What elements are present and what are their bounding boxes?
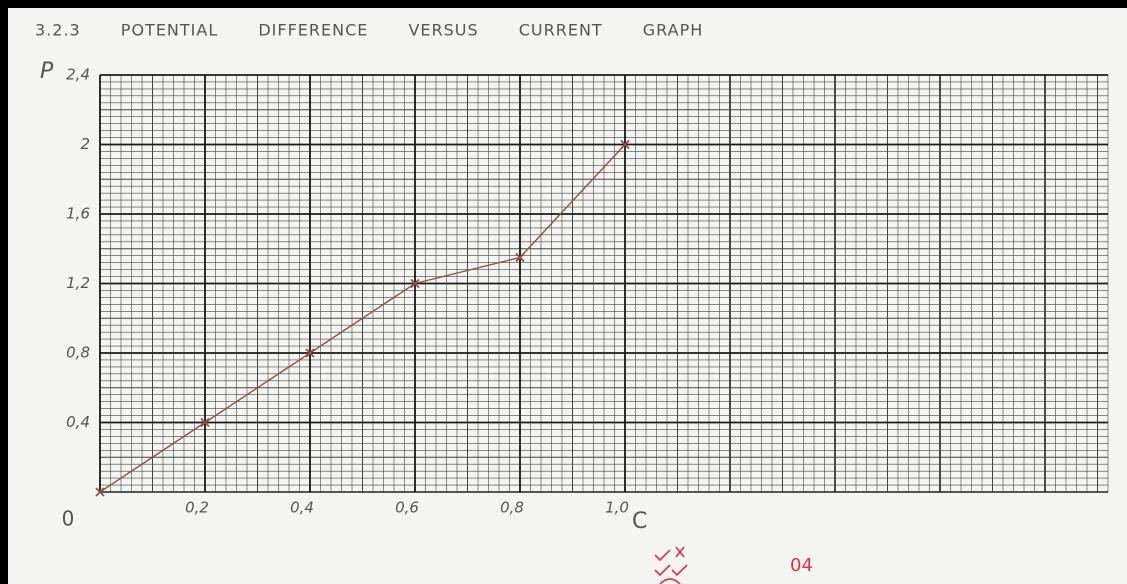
y-axis-label: P [40,59,54,84]
x-tick-label: 0,4 [290,499,314,517]
x-tick-label: 1,0 [605,499,629,517]
check-mark [659,578,681,584]
data-point [200,417,210,428]
score-annotation: 04 [790,555,813,576]
data-point [95,487,105,497]
data-point [305,348,315,358]
y-tick-label: 0,4 [66,413,90,431]
y-tick-label: 2 [80,135,90,153]
chart-title: 3.2.3 POTENTIAL DIFFERENCE VERSUS CURREN… [35,21,703,40]
x-tick-label: 0 [62,507,75,531]
x-axis-label: C [632,509,647,534]
check-mark [654,564,688,577]
y-tick-label: 0,8 [66,344,90,362]
data-line [99,144,626,493]
data-point [410,278,420,289]
x-tick-label: 0,6 [395,499,419,517]
paper [8,8,1127,584]
data-point [620,139,630,150]
data-point [515,252,525,263]
x-tick-label: 0,8 [500,499,524,517]
y-tick-label: 2,4 [66,66,90,84]
y-tick-label: 1,2 [66,274,90,292]
check-marks [654,546,688,584]
y-tick-label: 1,6 [66,205,90,223]
check-mark [654,546,685,562]
x-tick-label: 0,2 [185,499,209,517]
